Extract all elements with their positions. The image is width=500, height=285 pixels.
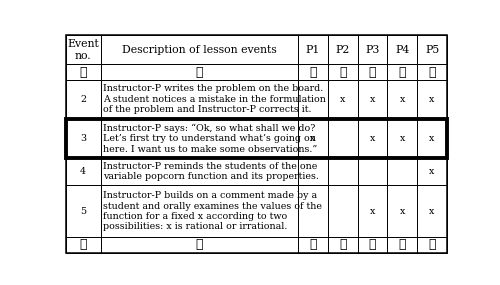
Bar xyxy=(298,119,328,158)
Text: ⋮: ⋮ xyxy=(196,238,203,251)
Text: 4: 4 xyxy=(80,167,86,176)
Text: x: x xyxy=(370,134,375,143)
Bar xyxy=(358,158,388,185)
Text: 3: 3 xyxy=(80,134,86,143)
Bar xyxy=(388,35,417,64)
Text: Description of lesson events: Description of lesson events xyxy=(122,45,277,55)
Bar xyxy=(100,158,298,185)
Text: x: x xyxy=(430,207,434,216)
Bar xyxy=(358,35,388,64)
Bar xyxy=(298,80,328,119)
Text: ⋮: ⋮ xyxy=(339,238,346,251)
Bar xyxy=(417,158,447,185)
Text: x: x xyxy=(340,95,345,104)
Text: ⋮: ⋮ xyxy=(428,66,436,79)
Text: x: x xyxy=(400,134,405,143)
Bar xyxy=(66,35,100,64)
Bar xyxy=(298,185,328,237)
Text: x: x xyxy=(400,95,405,104)
Text: P1: P1 xyxy=(306,45,320,55)
Bar xyxy=(328,80,358,119)
Bar xyxy=(388,80,417,119)
Text: ⋮: ⋮ xyxy=(369,66,376,79)
Text: 2: 2 xyxy=(80,95,86,104)
Text: x: x xyxy=(310,134,316,143)
Bar xyxy=(388,185,417,237)
Text: ⋮: ⋮ xyxy=(310,66,317,79)
Text: x: x xyxy=(400,207,405,216)
Text: ⋮: ⋮ xyxy=(428,238,436,251)
Bar xyxy=(66,185,100,237)
Text: x: x xyxy=(430,134,434,143)
Bar xyxy=(358,237,388,253)
Text: Instructor-P reminds the students of the one
variable popcorn function and its p: Instructor-P reminds the students of the… xyxy=(103,162,319,181)
Text: Event
no.: Event no. xyxy=(68,39,99,61)
Bar xyxy=(388,64,417,80)
Text: ⋮: ⋮ xyxy=(398,66,406,79)
Bar xyxy=(66,80,100,119)
Bar xyxy=(100,119,298,158)
Bar xyxy=(66,119,447,158)
Bar xyxy=(298,158,328,185)
Bar xyxy=(298,237,328,253)
Text: Instructor-P says: “Ok, so what shall we do?
Let’s first try to understand what’: Instructor-P says: “Ok, so what shall we… xyxy=(103,123,318,154)
Bar xyxy=(417,80,447,119)
Text: ⋮: ⋮ xyxy=(80,66,87,79)
Text: ⋮: ⋮ xyxy=(369,238,376,251)
Bar xyxy=(358,185,388,237)
Text: x: x xyxy=(430,167,434,176)
Bar xyxy=(358,80,388,119)
Bar xyxy=(358,119,388,158)
Bar xyxy=(328,35,358,64)
Text: P5: P5 xyxy=(425,45,439,55)
Bar xyxy=(298,35,328,64)
Bar xyxy=(328,237,358,253)
Bar xyxy=(388,158,417,185)
Bar xyxy=(328,185,358,237)
Text: ⋮: ⋮ xyxy=(196,66,203,79)
Bar xyxy=(417,185,447,237)
Bar xyxy=(417,64,447,80)
Bar xyxy=(417,119,447,158)
Bar xyxy=(100,185,298,237)
Bar xyxy=(66,158,100,185)
Text: Instructor-P builds on a comment made by a
student and orally examines the value: Instructor-P builds on a comment made by… xyxy=(103,191,322,231)
Bar xyxy=(328,158,358,185)
Text: Instructor-P writes the problem on the board.
A student notices a mistake in the: Instructor-P writes the problem on the b… xyxy=(103,84,326,114)
Bar xyxy=(66,237,100,253)
Bar xyxy=(417,237,447,253)
Bar xyxy=(388,119,417,158)
Text: P2: P2 xyxy=(336,45,350,55)
Bar xyxy=(388,237,417,253)
Text: ⋮: ⋮ xyxy=(310,238,317,251)
Bar xyxy=(100,64,298,80)
Bar xyxy=(100,35,298,64)
Text: P3: P3 xyxy=(366,45,380,55)
Text: P4: P4 xyxy=(395,45,409,55)
Bar xyxy=(298,64,328,80)
Text: x: x xyxy=(370,95,375,104)
Bar xyxy=(66,119,100,158)
Text: x: x xyxy=(430,95,434,104)
Bar xyxy=(100,80,298,119)
Bar xyxy=(100,237,298,253)
Bar xyxy=(328,119,358,158)
Bar xyxy=(66,64,100,80)
Bar xyxy=(358,64,388,80)
Text: ⋮: ⋮ xyxy=(398,238,406,251)
Bar xyxy=(417,35,447,64)
Text: ⋮: ⋮ xyxy=(339,66,346,79)
Bar xyxy=(328,64,358,80)
Text: ⋮: ⋮ xyxy=(80,238,87,251)
Text: 5: 5 xyxy=(80,207,86,216)
Text: x: x xyxy=(370,207,375,216)
